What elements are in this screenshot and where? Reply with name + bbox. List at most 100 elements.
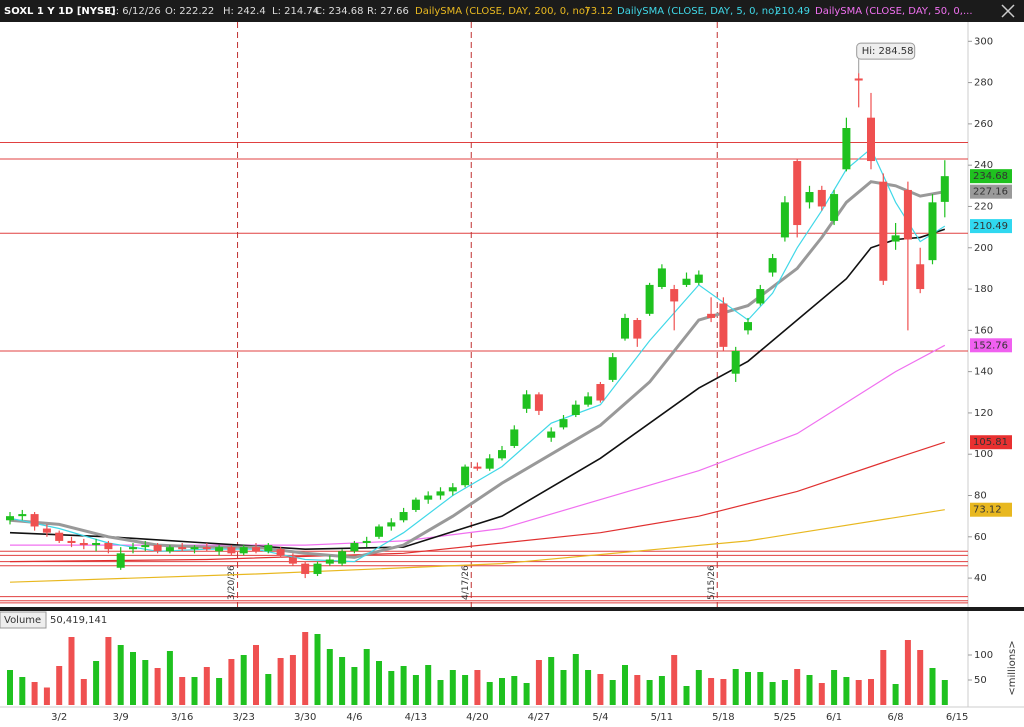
- volume-bar: [166, 651, 173, 705]
- event-label: 3/20/26: [227, 565, 237, 600]
- candle-body: [559, 419, 568, 428]
- axis-tag-label: 105.81: [973, 437, 1008, 448]
- candle-body: [104, 542, 113, 550]
- candle-body: [424, 495, 433, 500]
- candle-body: [485, 458, 494, 469]
- volume-bar: [179, 677, 186, 705]
- candle-body: [92, 542, 101, 546]
- axis-tag: [970, 435, 1012, 450]
- y-tick-label: 200: [974, 243, 993, 254]
- x-tick-label: 6/1: [826, 712, 842, 723]
- study-name: DailySMA (CLOSE, DAY, 200, 0, no): [415, 6, 589, 17]
- divider: [0, 607, 1024, 611]
- volume-bar: [843, 677, 850, 705]
- candle-body: [18, 514, 27, 517]
- candle-body: [596, 384, 605, 401]
- volume-bar: [191, 677, 198, 705]
- study-value: 210.49: [775, 6, 810, 17]
- candle-body: [288, 557, 297, 564]
- volume-bar: [130, 652, 136, 705]
- volume-bar: [929, 668, 936, 705]
- x-tick-label: 3/16: [171, 712, 193, 723]
- y-tick-label: 180: [974, 284, 993, 295]
- volume-bar: [339, 657, 346, 705]
- volume-tick-label: 50: [974, 675, 987, 686]
- candle-body: [30, 514, 39, 527]
- volume-bar: [683, 686, 690, 705]
- volume-bar: [622, 665, 628, 705]
- candle-body: [645, 284, 654, 314]
- collapse-icon[interactable]: [1001, 4, 1015, 18]
- candle-body: [411, 499, 420, 510]
- candle-body: [842, 128, 851, 170]
- range: R: 27.66: [367, 6, 409, 17]
- event-label: 5/15/26: [707, 565, 717, 600]
- y-tick-label: 280: [974, 78, 993, 89]
- volume-bar: [511, 676, 518, 705]
- y-tick-label: 140: [974, 367, 993, 378]
- volume-bar: [892, 684, 899, 705]
- candle-body: [916, 264, 925, 290]
- candle-body: [756, 289, 765, 304]
- candle-body: [264, 545, 273, 552]
- candle-body: [301, 563, 310, 574]
- axis-tag-label: 227.16: [973, 187, 1008, 198]
- volume-bar: [474, 670, 481, 705]
- volume-bar: [412, 675, 419, 705]
- axis-tag: [970, 502, 1012, 517]
- x-tick-label: 4/13: [405, 712, 427, 723]
- volume-bar: [732, 669, 739, 705]
- volume-bar: [769, 682, 776, 705]
- volume-bar: [585, 670, 592, 705]
- candle-body: [522, 394, 531, 409]
- candle-body: [707, 313, 716, 318]
- candle-body: [719, 303, 728, 347]
- volume-bar: [572, 654, 579, 705]
- y-tick-label: 120: [974, 408, 993, 419]
- x-tick-label: 4/27: [528, 712, 550, 723]
- x-tick-label: 5/18: [712, 712, 734, 723]
- volume-bar: [216, 678, 223, 705]
- candle-body: [571, 404, 580, 415]
- volume-bar: [43, 687, 50, 705]
- volume-bar: [499, 678, 505, 705]
- volume-bar: [425, 665, 432, 705]
- axis-tag-label: 73.12: [973, 505, 1002, 516]
- volume-bar: [560, 670, 567, 705]
- volume-bar: [154, 668, 161, 705]
- volume-bar: [831, 670, 838, 705]
- hi-box: [856, 42, 916, 60]
- volume-title: Volume: [4, 615, 41, 626]
- volume-title-box: [0, 611, 47, 629]
- axis-tag-label: 152.76: [973, 340, 1008, 351]
- candle-body: [338, 551, 347, 564]
- volume-bar: [695, 670, 702, 705]
- study-value: 73.12: [584, 6, 613, 17]
- candle-body: [215, 547, 224, 552]
- y-tick-label: 100: [974, 449, 993, 460]
- x-tick-label: 6/15: [946, 712, 968, 723]
- candle-body: [67, 540, 76, 543]
- candle-body: [534, 394, 543, 411]
- volume-bar: [609, 680, 616, 705]
- axis-tag: [970, 184, 1012, 199]
- event-label: 4/17/26: [461, 565, 471, 600]
- volume-bar: [351, 667, 358, 705]
- axis-tag: [970, 169, 1012, 184]
- volume-unit: <millions>: [1007, 640, 1018, 695]
- volume-bar: [806, 675, 813, 705]
- candle-body: [153, 545, 162, 552]
- high: H: 242.4: [223, 6, 266, 17]
- candle-body: [584, 396, 593, 405]
- candle-body: [436, 491, 445, 496]
- volume-bar: [265, 674, 272, 705]
- volume-bar: [720, 679, 727, 705]
- candle-body: [547, 431, 556, 438]
- y-tick-label: 160: [974, 325, 993, 336]
- candle-body: [682, 278, 691, 285]
- axis-tag: [970, 338, 1012, 353]
- candle-body: [399, 512, 408, 521]
- candle-body: [608, 357, 617, 380]
- candle-body: [239, 547, 248, 554]
- y-tick-label: 220: [974, 201, 993, 212]
